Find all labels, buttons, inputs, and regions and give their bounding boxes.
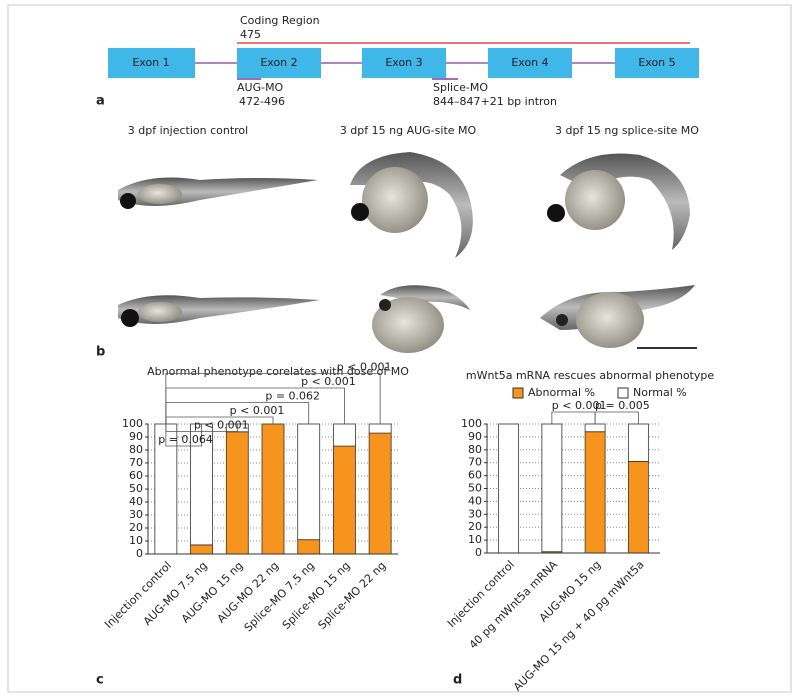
legend-swatch [512, 387, 524, 399]
y-tick-label: 30 [129, 508, 143, 521]
significance-bracket [165, 373, 381, 424]
exon [488, 48, 572, 78]
larva-photo [540, 285, 695, 348]
exon-label: Exon 2 [260, 56, 297, 69]
p-value: p = 0.005 [595, 399, 650, 412]
y-tick-label: 10 [468, 533, 482, 546]
significance-bracket [165, 424, 202, 447]
larva-photo [118, 295, 320, 327]
frame [7, 4, 792, 693]
y-tick-label: 20 [129, 521, 143, 534]
splice-mo-label: Splice-MO [433, 81, 488, 94]
photo-caption: 3 dpf injection control [128, 124, 248, 137]
y-tick-label: 80 [129, 443, 143, 456]
chart-title: Abnormal phenotype corelates with dose o… [147, 365, 409, 378]
y-tick-label: 40 [129, 495, 143, 508]
y-tick-label: 70 [468, 456, 482, 469]
panel-label: b [96, 345, 105, 360]
bar-segment [261, 423, 285, 555]
bar-segment [190, 544, 213, 555]
x-tick-label: AUG-MO 7.5 ng [141, 559, 210, 628]
y-tick-label: 100 [122, 417, 143, 430]
significance-bracket [165, 424, 238, 432]
p-value: p < 0.001 [230, 404, 285, 417]
bar-segment [584, 431, 606, 554]
p-value: p < 0.001 [552, 399, 607, 412]
significance-bracket [551, 411, 596, 424]
panel-label: a [96, 94, 105, 109]
y-tick-label: 60 [468, 469, 482, 482]
bar-segment [333, 423, 356, 447]
bar-segment [627, 461, 649, 554]
p-value: p < 0.001 [301, 375, 356, 388]
y-tick-label: 100 [461, 417, 482, 430]
bar-segment [333, 445, 356, 555]
bar-segment [584, 423, 606, 433]
y-tick-label: 80 [468, 443, 482, 456]
photo-caption: 3 dpf 15 ng splice-site MO [555, 124, 699, 137]
exon [108, 48, 195, 78]
exon-label: Exon 1 [132, 56, 169, 69]
y-tick-label: 30 [468, 507, 482, 520]
panel-label: c [96, 673, 104, 688]
y-tick-label: 60 [129, 469, 143, 482]
chart-title: mWnt5a mRNA rescues abnormal phenotype [466, 369, 715, 382]
y-tick-label: 50 [129, 482, 143, 495]
gene-diagram: Exon 1 Exon 2 Exon 3 Exon 4 Exon 5 Codin… [96, 14, 699, 109]
p-value: p < 0.001 [194, 419, 249, 432]
y-tick-label: 90 [129, 430, 143, 443]
coding-length: 475 [240, 28, 261, 41]
y-tick-label: 10 [129, 534, 143, 547]
y-tick-label: 90 [468, 430, 482, 443]
bar-segment [541, 423, 563, 553]
bar-segment [627, 423, 649, 462]
larva-photo [547, 153, 690, 250]
significance-bracket [594, 411, 639, 424]
y-tick-label: 50 [468, 482, 482, 495]
photo-panel: 3 dpf injection control 3 dpf 15 ng AUG-… [96, 124, 699, 360]
aug-mo-label: AUG-MO [237, 81, 284, 94]
exon [237, 48, 321, 78]
larva-photo [350, 152, 473, 258]
y-tick-label: 40 [468, 494, 482, 507]
exon-label: Exon 3 [385, 56, 422, 69]
bar-segment [368, 432, 392, 555]
bar-segment [225, 431, 249, 555]
y-tick-label: 0 [475, 546, 482, 559]
panel-label: d [453, 673, 462, 688]
y-tick-label: 20 [468, 520, 482, 533]
p-value: p = 0.062 [265, 390, 320, 403]
bar-segment [297, 423, 321, 541]
aug-mo-range: 472-496 [239, 95, 285, 108]
legend-label: Normal % [633, 386, 687, 399]
exon [362, 48, 446, 78]
p-value: p = 0.064 [158, 433, 213, 446]
exon-label: Exon 4 [511, 56, 548, 69]
bar-segment [297, 539, 321, 555]
splice-mo-range: 844–847+21 bp intron [433, 95, 557, 108]
y-tick-label: 0 [136, 547, 143, 560]
x-tick-label: Splice-MO 22 ng [316, 559, 389, 632]
bar-segment [498, 423, 520, 554]
photo-caption: 3 dpf 15 ng AUG-site MO [340, 124, 477, 137]
larva-photo [372, 285, 470, 353]
coding-region-label: Coding Region [240, 14, 320, 27]
x-tick-label: AUG-MO 15 ng [179, 559, 246, 626]
y-tick-label: 70 [129, 456, 143, 469]
legend-swatch [617, 387, 629, 399]
exon-label: Exon 5 [638, 56, 675, 69]
larva-photo [118, 177, 318, 209]
exon [615, 48, 699, 78]
p-value: p < 0.001 [337, 361, 392, 374]
bar-segment [368, 423, 392, 434]
legend-label: Abnormal % [528, 386, 595, 399]
x-tick-label: AUG-MO 22 ng [215, 559, 282, 626]
